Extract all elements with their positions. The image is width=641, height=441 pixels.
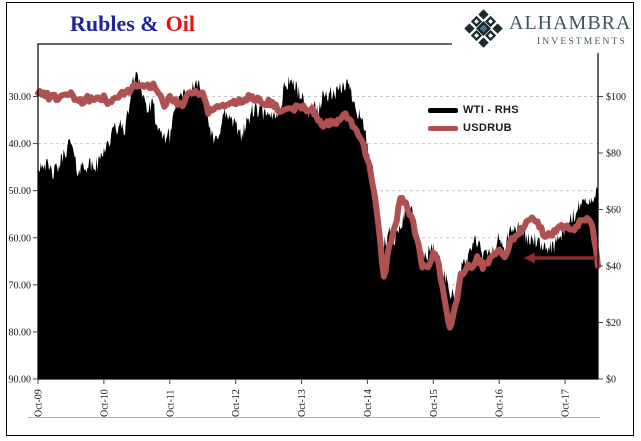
alhambra-logo-subtitle: INVESTMENTS xyxy=(536,37,627,47)
legend-item-usdrub: USDRUB xyxy=(428,121,512,135)
plot-frame xyxy=(37,43,599,380)
x-axis-label: Oct-14 xyxy=(363,389,374,417)
right-axis-label: $40 xyxy=(606,262,621,273)
usdrub-legend-swatch xyxy=(428,125,458,131)
chart-title: Rubles & Oil xyxy=(70,11,195,37)
image-border xyxy=(6,2,634,436)
x-axis-label: Oct-16 xyxy=(495,389,506,417)
right-axis-label: $20 xyxy=(606,318,621,329)
usdrub-line-series xyxy=(35,80,601,331)
right-axis-label: $0 xyxy=(606,375,616,386)
left-axis-label: 30.00 xyxy=(9,92,32,103)
x-axis-label: Oct-17 xyxy=(561,389,572,417)
usdrub-legend-label: USDRUB xyxy=(463,122,512,134)
left-axis-label: 40.00 xyxy=(9,139,32,150)
right-axis-label: $100 xyxy=(606,92,626,103)
left-axis-label: 70.00 xyxy=(9,280,32,291)
right-axis-label: $80 xyxy=(606,149,621,160)
x-axis-label: Oct-11 xyxy=(165,390,176,417)
x-axis-label: Oct-09 xyxy=(34,389,45,417)
x-axis-label: Oct-13 xyxy=(297,389,308,417)
chart-title-oil: Oil xyxy=(165,11,195,36)
wti-legend-swatch xyxy=(428,107,458,113)
x-axis-label: Oct-10 xyxy=(99,389,110,417)
alhambra-diamond-icon xyxy=(464,9,503,48)
left-axis-label: 90.00 xyxy=(9,375,32,386)
left-axis-label: 60.00 xyxy=(9,233,32,244)
right-axis-label: $60 xyxy=(606,205,621,216)
alhambra-logo-name: ALHAMBRA xyxy=(509,12,632,34)
x-axis-label: Oct-12 xyxy=(231,389,242,417)
alhambra-logo: ALHAMBRA INVESTMENTS xyxy=(452,4,632,53)
left-axis-label: 80.00 xyxy=(9,327,32,338)
left-axis-label: 50.00 xyxy=(9,186,32,197)
annotation-arrow-head xyxy=(523,252,535,264)
wti-legend-label: WTI - RHS xyxy=(463,104,519,116)
x-axis-label: Oct-15 xyxy=(429,389,440,417)
chart-title-rubles: Rubles & xyxy=(70,11,159,36)
legend-item-wti: WTI - RHS xyxy=(428,103,519,117)
